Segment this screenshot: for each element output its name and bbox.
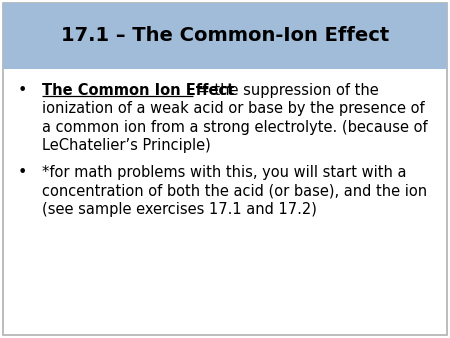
Text: *for math problems with this, you will start with a: *for math problems with this, you will s… [42,165,406,180]
Text: •: • [18,83,27,98]
Text: a common ion from a strong electrolyte. (because of: a common ion from a strong electrolyte. … [42,120,428,135]
Bar [3,3,447,69]
Text: •: • [18,165,27,180]
Text: The Common Ion Effect: The Common Ion Effect [42,83,234,98]
Text: = the suppression of the: = the suppression of the [193,83,379,98]
Text: 17.1 – The Common-Ion Effect: 17.1 – The Common-Ion Effect [61,26,389,45]
Text: concentration of both the acid (or base), and the ion: concentration of both the acid (or base)… [42,184,427,198]
Text: (see sample exercises 17.1 and 17.2): (see sample exercises 17.1 and 17.2) [42,202,317,217]
Text: LeChatelier’s Principle): LeChatelier’s Principle) [42,138,211,153]
Text: ionization of a weak acid or base by the presence of: ionization of a weak acid or base by the… [42,101,425,116]
